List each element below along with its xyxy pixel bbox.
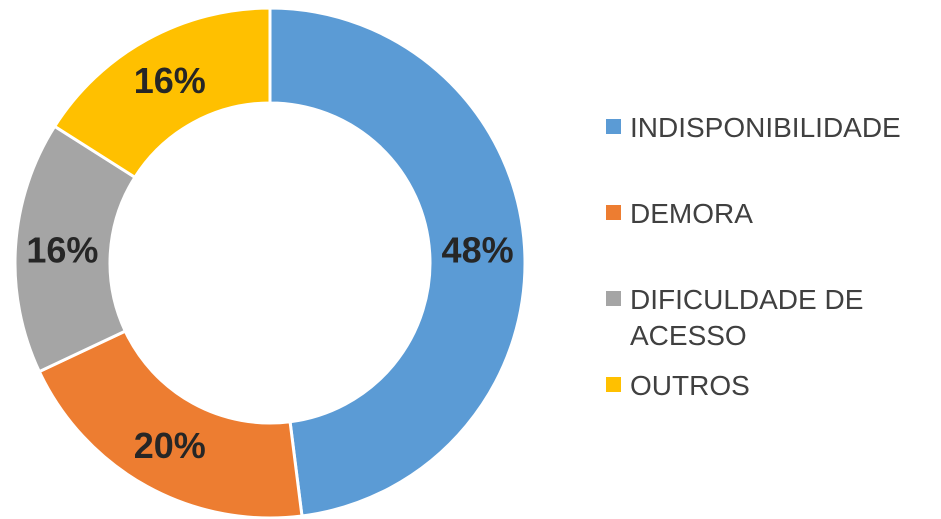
legend-item-dificuldade-de-acesso: DIFICULDADE DE ACESSO (606, 282, 900, 354)
slices-group (13, 6, 527, 519)
legend-swatch-dificuldade-de-acesso (606, 291, 621, 306)
labels-group: 48% 20% 16% 16% (26, 60, 513, 466)
legend-item-demora: DEMORA (606, 196, 930, 232)
slice-label-outros: 16% (134, 60, 206, 101)
slice-label-dificuldade-de-acesso: 16% (26, 229, 98, 270)
legend-label-indisponibilidade: INDISPONIBILIDADE (630, 112, 901, 143)
legend-label-outros: OUTROS (630, 370, 750, 401)
slice-indisponibilidade (268, 6, 527, 518)
legend-swatch-demora (606, 205, 621, 220)
legend-item-outros: OUTROS (606, 368, 930, 404)
slice-outros (52, 6, 272, 180)
slice-demora (37, 329, 304, 519)
legend-label-dificuldade-de-acesso: DIFICULDADE DE ACESSO (630, 284, 864, 351)
legend-item-indisponibilidade: INDISPONIBILIDADE (606, 110, 930, 146)
slice-label-demora: 20% (134, 425, 206, 466)
legend: INDISPONIBILIDADE DEMORA DIFICULDADE DE … (606, 0, 941, 519)
slice-label-indisponibilidade: 48% (442, 229, 514, 270)
legend-swatch-outros (606, 377, 621, 392)
legend-label-demora: DEMORA (630, 198, 753, 229)
legend-swatch-indisponibilidade (606, 119, 621, 134)
